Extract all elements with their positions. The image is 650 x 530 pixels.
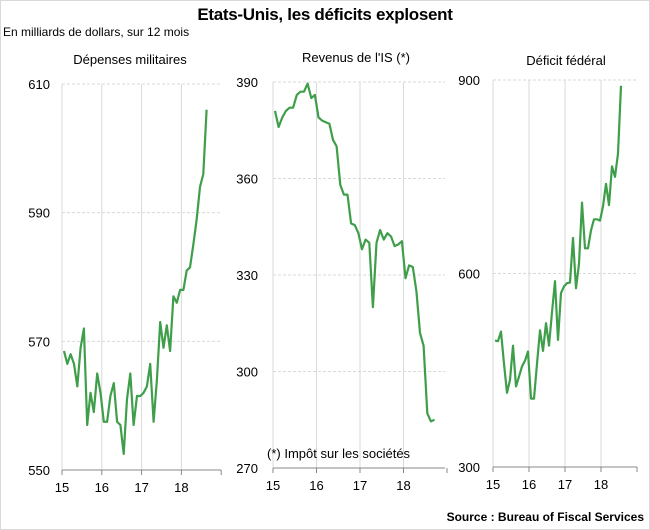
- y-tick-label: 390: [236, 75, 258, 90]
- x-tick-label: 16: [95, 480, 109, 495]
- y-tick-label: 610: [28, 77, 50, 92]
- panel-title: Déficit fédéral: [526, 53, 606, 68]
- y-tick-label: 360: [236, 172, 258, 187]
- y-tick-label: 300: [458, 460, 480, 475]
- x-tick-label: 15: [55, 480, 69, 495]
- x-tick-label: 17: [353, 478, 367, 493]
- source-note: Source : Bureau of Fiscal Services: [446, 510, 644, 524]
- y-tick-label: 330: [236, 268, 258, 283]
- x-tick-label: 16: [522, 477, 536, 492]
- x-tick-label: 17: [558, 477, 572, 492]
- chart-subtitle: En milliards de dollars, sur 12 mois: [3, 25, 190, 39]
- y-tick-label: 900: [458, 73, 480, 88]
- series-line: [62, 109, 208, 455]
- x-tick-label: 16: [309, 478, 323, 493]
- x-tick-label: 15: [486, 477, 500, 492]
- y-tick-label: 270: [236, 461, 258, 476]
- x-tick-label: 15: [266, 478, 280, 493]
- x-tick-label: 18: [396, 478, 410, 493]
- y-tick-label: 600: [458, 267, 480, 282]
- panel-title: Revenus de l'IS (*): [302, 50, 410, 65]
- y-tick-label: 570: [28, 334, 50, 349]
- y-tick-label: 300: [236, 365, 258, 380]
- series-line: [273, 82, 435, 423]
- panel-title: Dépenses militaires: [73, 52, 187, 67]
- y-tick-label: 550: [28, 463, 50, 478]
- x-tick-label: 18: [594, 477, 608, 492]
- x-tick-label: 17: [134, 480, 148, 495]
- series-line: [494, 85, 623, 400]
- x-tick-label: 18: [174, 480, 188, 495]
- footnote: (*) Impôt sur les sociétés: [267, 446, 411, 461]
- chart-title: Etats-Unis, les déficits explosent: [197, 5, 453, 24]
- y-tick-label: 590: [28, 206, 50, 221]
